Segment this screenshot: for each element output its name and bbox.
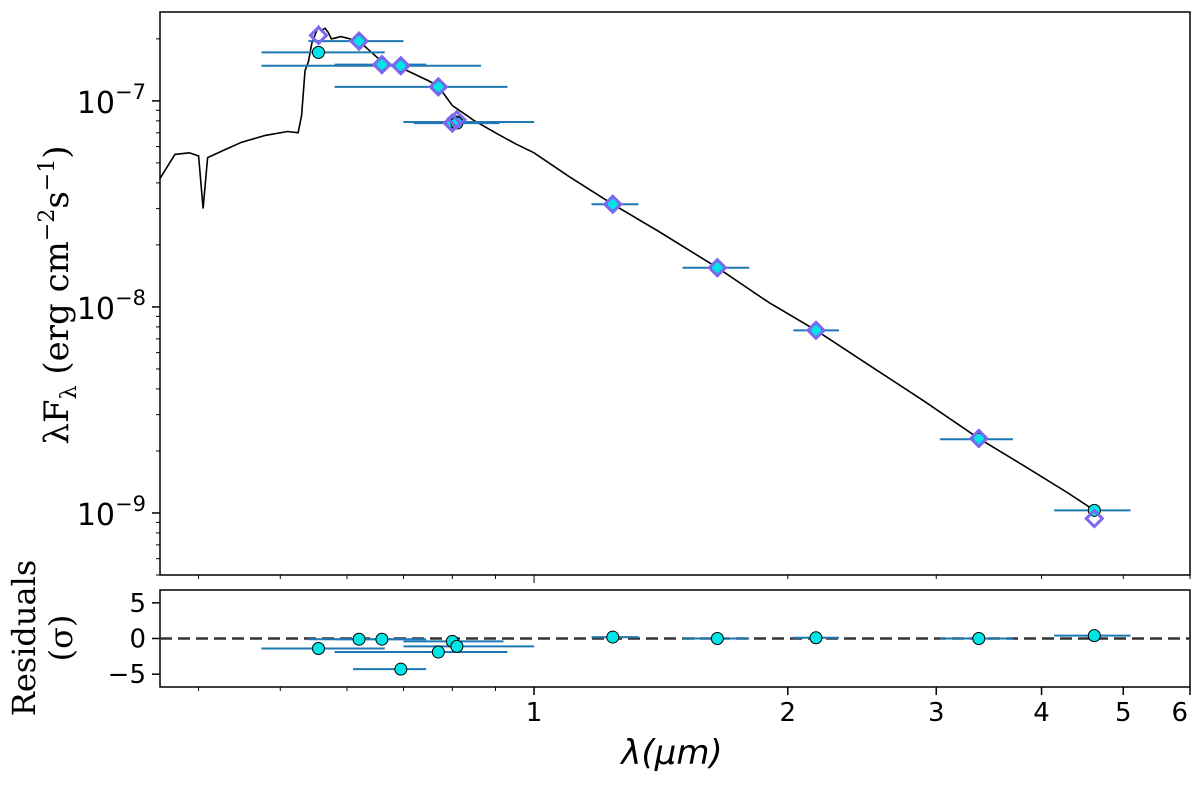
sed-y-axis-label: λFλ (erg cm−2s−1) — [35, 146, 82, 445]
synthetic-flux-marker-5 — [442, 112, 463, 134]
residual-point-10 — [972, 632, 986, 645]
residuals-y-tick-label-1: 0 — [129, 625, 146, 655]
residuals-y-tick-layer: 5 0 −5 — [108, 589, 160, 690]
synthetic-flux-marker-10 — [968, 428, 989, 449]
residual-point-3 — [394, 662, 408, 676]
synthetic-flux-marker-2 — [371, 54, 393, 75]
x-tick-label-0: 1 — [526, 698, 543, 728]
residuals-panel: 5 0 −5 1 2 3 4 5 6 Residuals (σ) λ(μm) — [5, 560, 1191, 773]
x-tick-label-5: 6 — [1171, 698, 1188, 728]
residual-point-2 — [375, 632, 389, 646]
synthetic-flux-marker-9 — [805, 320, 827, 341]
sed-y-tick-label-2: 10−9 — [77, 492, 146, 533]
residual-point-4 — [431, 645, 445, 659]
synthetic-flux-marker-8 — [707, 257, 728, 278]
observed-flux-point-0 — [311, 45, 325, 59]
sed-y-tick-label-0: 10−7 — [77, 80, 146, 121]
residuals-y-label-line1: Residuals — [5, 560, 43, 717]
synthetic-flux-marker-7 — [602, 194, 623, 215]
residual-point-6 — [450, 639, 464, 653]
x-tick-label-3: 4 — [1033, 698, 1050, 728]
model-spectrum-line — [159, 24, 1095, 511]
model-spectrum-layer — [159, 24, 1095, 511]
sed-x-minor-tick-layer — [198, 575, 1191, 583]
sed-plot-frame — [159, 11, 1191, 576]
x-tick-label-2: 3 — [928, 698, 945, 728]
synthetic-flux-marker-4 — [428, 76, 449, 97]
synthetic-flux-layer — [308, 25, 1105, 529]
x-axis-label: λ(μm) — [619, 733, 722, 773]
synthetic-flux-marker-11 — [1084, 508, 1105, 529]
synthetic-flux-marker-1 — [348, 30, 370, 52]
residuals-point-layer — [311, 629, 1101, 676]
synthetic-flux-marker-3 — [390, 55, 411, 76]
x-tick-label-1: 2 — [780, 698, 797, 728]
sed-y-tick-label-1: 10−8 — [77, 286, 146, 327]
residual-point-9 — [809, 631, 823, 645]
residual-point-7 — [606, 630, 620, 644]
sed-y-tick-layer: 10−7 10−8 10−9 — [77, 38, 160, 576]
residuals-y-tick-label-2: −5 — [108, 660, 146, 690]
residuals-y-label-line2: (σ) — [42, 615, 80, 662]
sed-panel: 10−7 10−8 10−9 λFλ (erg cm−2s−1) — [35, 11, 1191, 583]
residuals-y-tick-label-0: 5 — [129, 589, 146, 619]
residual-point-8 — [710, 632, 724, 645]
residuals-x-tick-layer: 1 2 3 4 5 6 — [198, 687, 1191, 728]
x-tick-label-4: 5 — [1115, 698, 1132, 728]
synthetic-flux-marker-6 — [446, 109, 468, 130]
synthetic-flux-marker-0 — [308, 25, 329, 46]
residual-point-11 — [1087, 629, 1101, 643]
residual-point-1 — [352, 632, 366, 646]
residual-point-0 — [311, 641, 325, 655]
